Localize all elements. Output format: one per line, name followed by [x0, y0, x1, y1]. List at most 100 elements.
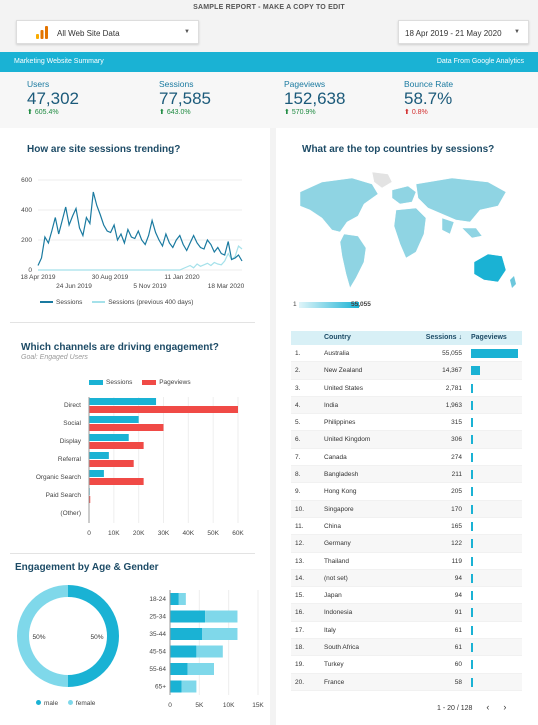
- pie-slice-female: [17, 585, 69, 687]
- row-country: France: [324, 678, 345, 686]
- row-sessions: 306: [451, 436, 462, 444]
- kpi-value: 77,585: [159, 89, 211, 108]
- chevron-right-icon[interactable]: ›: [503, 702, 507, 712]
- header-bar-source: Data From Google Analytics: [436, 58, 524, 65]
- bar-female: [205, 610, 238, 623]
- gender-donut-chart[interactable]: 50% 50%: [8, 584, 128, 704]
- row-sessions: 122: [451, 540, 462, 548]
- table-row[interactable]: 13. Thailand 119: [291, 553, 522, 570]
- row-sessions: 2,781: [445, 384, 462, 392]
- row-pageviews-bar: [471, 556, 473, 566]
- table-row[interactable]: 10. Singapore 170: [291, 500, 522, 518]
- table-pagination: 1 - 20 / 128 ‹ ›: [437, 702, 506, 712]
- x-tick-label: 5 Nov 2019: [133, 283, 167, 290]
- slice-label: 50%: [32, 634, 45, 641]
- slice-label: 50%: [90, 634, 103, 641]
- table-row[interactable]: 18. South Africa 61: [291, 639, 522, 657]
- y-tick-label: 0: [28, 267, 32, 274]
- y-tick-label: 400: [21, 207, 32, 214]
- row-country: Singapore: [324, 505, 354, 513]
- table-row[interactable]: 14. (not set) 94: [291, 569, 522, 588]
- world-map[interactable]: [292, 170, 522, 300]
- table-row[interactable]: 15. Japan 94: [291, 587, 522, 605]
- table-row[interactable]: 7. Canada 274: [291, 449, 522, 467]
- row-sessions: 165: [451, 522, 462, 530]
- sessions-trend-chart[interactable]: 0 200 400 600 18 Apr 2019 30 Aug 2019 11 Jan 2…: [10, 170, 260, 310]
- kpi-label: Users: [27, 79, 50, 89]
- row-sessions: 61: [454, 644, 462, 652]
- table-row[interactable]: 5. Philippines 315: [291, 414, 522, 432]
- table-row[interactable]: 3. United States 2,781: [291, 380, 522, 397]
- category-label: 25-34: [149, 614, 166, 621]
- bar-sessions: [89, 416, 139, 423]
- row-sessions: 94: [454, 574, 462, 582]
- table-row[interactable]: 6. United Kingdom 306: [291, 431, 522, 449]
- bar-pageviews: [89, 424, 164, 431]
- legend-label: Sessions (previous 400 days): [108, 299, 194, 306]
- bar-pageviews: [89, 406, 238, 413]
- row-country: Italy: [324, 626, 336, 634]
- row-country: United Kingdom: [324, 436, 371, 444]
- bar-sessions: [89, 434, 129, 441]
- row-pageviews-bar: [471, 400, 473, 410]
- bar-pageviews: [89, 460, 134, 467]
- row-rank: 4.: [295, 401, 301, 409]
- legend-label: Sessions: [56, 299, 83, 306]
- kpi-delta: ⬆ 605.4%: [27, 108, 79, 116]
- x-tick-label: 11 Jan 2020: [164, 274, 200, 281]
- row-pageviews-bar: [471, 418, 473, 428]
- column-header-pageviews[interactable]: Pageviews: [471, 334, 507, 341]
- analytics-logo-icon: [36, 26, 48, 39]
- x-tick-label: 15K: [252, 702, 264, 709]
- row-sessions: 205: [451, 488, 462, 496]
- legend-swatch: [89, 379, 103, 385]
- row-country: (not set): [324, 574, 348, 582]
- date-range-picker[interactable]: 18 Apr 2019 - 21 May 2020 ▼: [398, 20, 529, 44]
- map-color-scale: [299, 302, 359, 308]
- divider: [10, 553, 255, 554]
- column-header-country[interactable]: Country: [324, 334, 351, 341]
- table-header: Country Sessions ↓ Pageviews: [291, 331, 522, 345]
- table-row[interactable]: 2. New Zealand 14,367: [291, 362, 522, 380]
- table-row[interactable]: 19. Turkey 60: [291, 656, 522, 674]
- bar-male: [170, 663, 188, 675]
- row-rank: 13.: [295, 557, 305, 565]
- table-row[interactable]: 8. Bangladesh 211: [291, 466, 522, 484]
- category-label: Direct: [64, 402, 81, 409]
- row-sessions: 58: [454, 678, 462, 686]
- row-rank: 9.: [295, 488, 301, 496]
- category-label: 55-64: [149, 666, 166, 673]
- kpi-delta: ⬆ 643.0%: [159, 108, 211, 116]
- age-bars-chart[interactable]: 0 5K 10K 15K 18-24 25-34 35-44 45-54 55-64 65+: [140, 588, 270, 718]
- row-country: United States: [324, 384, 364, 392]
- channels-chart[interactable]: 0 10K 20K 30K 40K 50K 60K Direct Social Display Re…: [4, 391, 264, 541]
- report-banner: SAMPLE REPORT - MAKE A COPY TO EDIT: [0, 0, 538, 16]
- table-row[interactable]: 20. France 58: [291, 673, 522, 691]
- table-row[interactable]: 1. Australia 55,055: [291, 345, 522, 363]
- category-label: Display: [60, 438, 82, 445]
- bar-sessions: [89, 470, 104, 477]
- category-label: Social: [63, 420, 81, 427]
- row-rank: 7.: [295, 453, 301, 461]
- column-header-sessions[interactable]: Sessions ↓: [426, 334, 462, 341]
- row-rank: 20.: [295, 678, 305, 686]
- chevron-left-icon[interactable]: ‹: [486, 702, 490, 712]
- table-row[interactable]: 11. China 165: [291, 518, 522, 536]
- x-tick-label: 0: [87, 530, 91, 537]
- arrow-up-icon: ⬆: [284, 109, 290, 116]
- table-row[interactable]: 4. India 1,963: [291, 396, 522, 415]
- kpi-scorecards: Users 47,302 ⬆ 605.4% Sessions 77,585 ⬆ …: [0, 72, 538, 128]
- kpi-label: Pageviews: [284, 79, 326, 89]
- row-rank: 1.: [295, 350, 301, 357]
- table-row[interactable]: 12. Germany 122: [291, 535, 522, 553]
- row-sessions: 14,367: [442, 367, 462, 375]
- row-sessions: 1,963: [445, 401, 462, 409]
- property-selector[interactable]: All Web Site Data ▼: [16, 20, 199, 44]
- kpi-delta: ⬆ 0.8%: [404, 108, 453, 116]
- row-rank: 10.: [295, 505, 305, 513]
- row-country: Hong Kong: [324, 488, 357, 496]
- table-row[interactable]: 9. Hong Kong 205: [291, 483, 522, 501]
- bar-male: [170, 680, 182, 693]
- table-row[interactable]: 17. Italy 61: [291, 622, 522, 640]
- table-row[interactable]: 16. Indonesia 91: [291, 604, 522, 622]
